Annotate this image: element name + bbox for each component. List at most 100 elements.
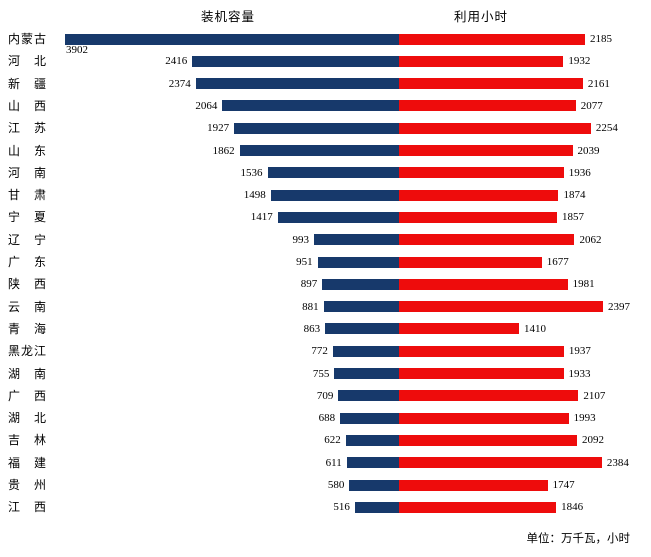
hours-value-label: 1677 <box>546 256 569 268</box>
province-label: 宁夏 <box>8 210 46 225</box>
capacity-value-label: 688 <box>318 412 336 425</box>
hours-value-label: 1936 <box>568 166 591 179</box>
province-label: 河南 <box>8 165 46 180</box>
hours-zone: 1846 <box>399 496 651 518</box>
hours-value-label: 2092 <box>582 434 605 447</box>
capacity-value-label: 611 <box>325 456 342 469</box>
province-label: 云南 <box>8 299 46 314</box>
capacity-value-label: 2416 <box>165 55 188 68</box>
province-label: 新疆 <box>8 76 46 91</box>
hours-bar <box>399 211 558 223</box>
capacity-value-label: 772 <box>311 345 328 358</box>
hours-bar <box>399 501 557 513</box>
capacity-zone: 772 <box>65 340 399 362</box>
hours-value-label: 2161 <box>587 77 610 90</box>
capacity-bar <box>267 167 399 179</box>
capacity-bar <box>239 145 399 157</box>
hours-zone: 1677 <box>399 251 651 273</box>
right-series-header: 利用小时 <box>453 10 509 24</box>
hours-value-label: 2107 <box>583 389 606 402</box>
chart-row: 新疆 2374 2161 <box>0 73 651 95</box>
capacity-value-label: 580 <box>327 479 345 491</box>
chart-row: 广东 951 1677 <box>0 251 651 273</box>
hours-zone: 2185 <box>399 28 651 50</box>
province-label: 山西 <box>8 98 46 113</box>
capacity-value-label: 863 <box>303 322 321 335</box>
chart-row: 辽宁 993 2062 <box>0 229 651 251</box>
capacity-value-label: 951 <box>296 256 313 268</box>
hours-bar <box>399 412 569 424</box>
capacity-bar <box>314 234 399 246</box>
capacity-zone: 951 <box>65 251 399 273</box>
province-label: 河北 <box>8 54 46 69</box>
hours-zone: 1874 <box>399 184 651 206</box>
chart-row: 湖北 688 1993 <box>0 407 651 429</box>
hours-value-label: 1410 <box>524 322 546 335</box>
capacity-bar <box>234 122 399 134</box>
hours-bar <box>399 122 591 134</box>
hours-zone: 1932 <box>399 50 651 72</box>
capacity-bar <box>222 100 399 112</box>
capacity-value-label: 622 <box>324 434 341 447</box>
province-label: 吉林 <box>8 433 46 448</box>
chart-row: 宁夏 1417 1857 <box>0 206 651 228</box>
hours-bar <box>399 368 564 380</box>
capacity-value-label: 1862 <box>212 144 235 157</box>
hours-zone: 2161 <box>399 73 651 95</box>
capacity-zone: 2416 <box>65 50 399 72</box>
hours-value-label: 2185 <box>589 33 612 45</box>
province-label: 山东 <box>8 143 46 158</box>
capacity-bar <box>317 256 399 268</box>
unit-note: 单位：万千瓦，小时 <box>526 533 631 545</box>
chart-row: 江西 516 1846 <box>0 496 651 518</box>
hours-zone: 1857 <box>399 206 651 228</box>
chart-row: 江苏 1927 2254 <box>0 117 651 139</box>
capacity-zone: 863 <box>65 318 399 340</box>
province-label: 内蒙古 <box>8 32 46 46</box>
chart-row: 吉林 622 2092 <box>0 429 651 451</box>
capacity-bar <box>322 278 399 290</box>
capacity-bar <box>195 78 399 90</box>
hours-value-label: 1933 <box>568 367 591 380</box>
capacity-bar <box>323 301 399 313</box>
hours-zone: 1747 <box>399 474 651 496</box>
capacity-value-label: 1417 <box>250 211 273 224</box>
chart-row: 湖南 755 1933 <box>0 363 651 385</box>
province-label: 广东 <box>8 255 46 269</box>
hours-bar <box>399 323 519 335</box>
capacity-bar <box>325 323 399 335</box>
hours-zone: 2077 <box>399 95 651 117</box>
hours-value-label: 1993 <box>573 412 596 425</box>
capacity-zone: 2064 <box>65 95 399 117</box>
hours-bar <box>399 234 575 246</box>
province-label: 甘肃 <box>8 188 46 203</box>
hours-bar <box>399 457 602 469</box>
hours-zone: 2397 <box>399 296 651 318</box>
capacity-zone: 709 <box>65 385 399 407</box>
hours-value-label: 2077 <box>580 99 603 112</box>
capacity-zone: 3902 <box>65 28 399 56</box>
capacity-zone: 1862 <box>65 140 399 162</box>
chart-row: 甘肃 1498 1874 <box>0 184 651 206</box>
capacity-bar <box>345 434 399 446</box>
capacity-value-label: 516 <box>333 501 350 514</box>
hours-value-label: 2039 <box>577 144 600 157</box>
hours-value-label: 2397 <box>608 300 630 313</box>
capacity-zone: 622 <box>65 429 399 451</box>
province-label: 湖北 <box>8 411 46 426</box>
chart-row: 山西 2064 2077 <box>0 95 651 117</box>
hours-zone: 1981 <box>399 273 651 295</box>
capacity-zone: 611 <box>65 452 399 474</box>
chart-row: 陕西 897 1981 <box>0 273 651 295</box>
province-label: 贵州 <box>8 478 46 492</box>
capacity-bar <box>192 55 399 67</box>
chart-row: 广西 709 2107 <box>0 385 651 407</box>
hours-zone: 2384 <box>399 452 651 474</box>
hours-bar <box>399 278 568 290</box>
hours-bar <box>399 390 579 402</box>
hours-value-label: 1981 <box>572 278 595 291</box>
capacity-value-label: 1498 <box>243 189 266 202</box>
hours-value-label: 1857 <box>562 211 585 224</box>
capacity-value-label: 1536 <box>240 166 263 179</box>
